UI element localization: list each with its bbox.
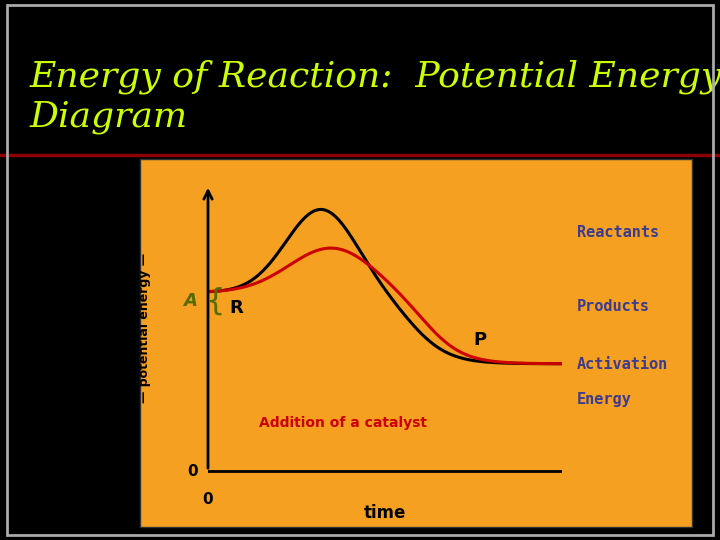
Text: 0: 0 [203,492,213,507]
Text: Diagram: Diagram [30,100,188,134]
Text: Energy of Reaction:  Potential Energy: Energy of Reaction: Potential Energy [30,60,720,94]
Text: time: time [364,504,406,522]
Text: {: { [205,287,225,316]
Text: 0: 0 [186,463,197,478]
Text: Addition of a catalyst: Addition of a catalyst [258,416,426,430]
Text: Reactants: Reactants [577,225,659,240]
Text: — potential energy —: — potential energy — [138,253,150,403]
Text: R: R [229,299,243,317]
Text: Products: Products [577,299,650,314]
Text: A: A [184,292,197,310]
Text: Energy: Energy [577,392,631,407]
Bar [140,159,692,527]
Text: Activation: Activation [577,356,668,372]
Text: P: P [474,332,487,349]
